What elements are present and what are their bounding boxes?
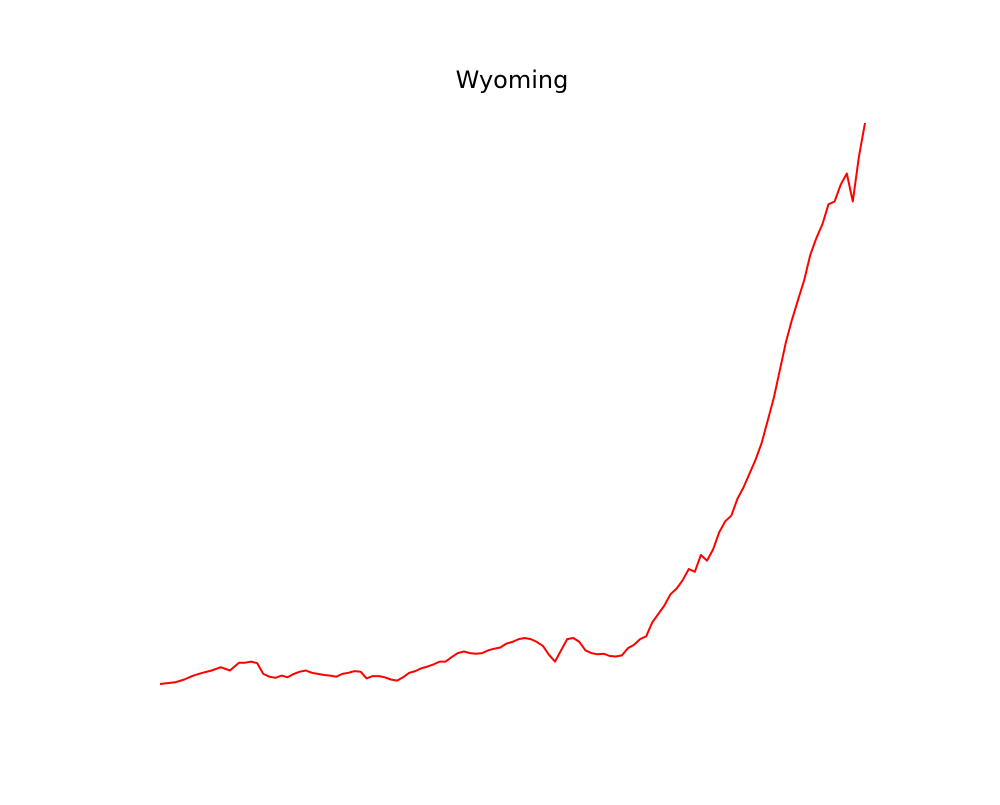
- chart-title: Wyoming: [456, 66, 569, 94]
- plot-area: [159, 122, 866, 685]
- series-line-0: [159, 122, 866, 685]
